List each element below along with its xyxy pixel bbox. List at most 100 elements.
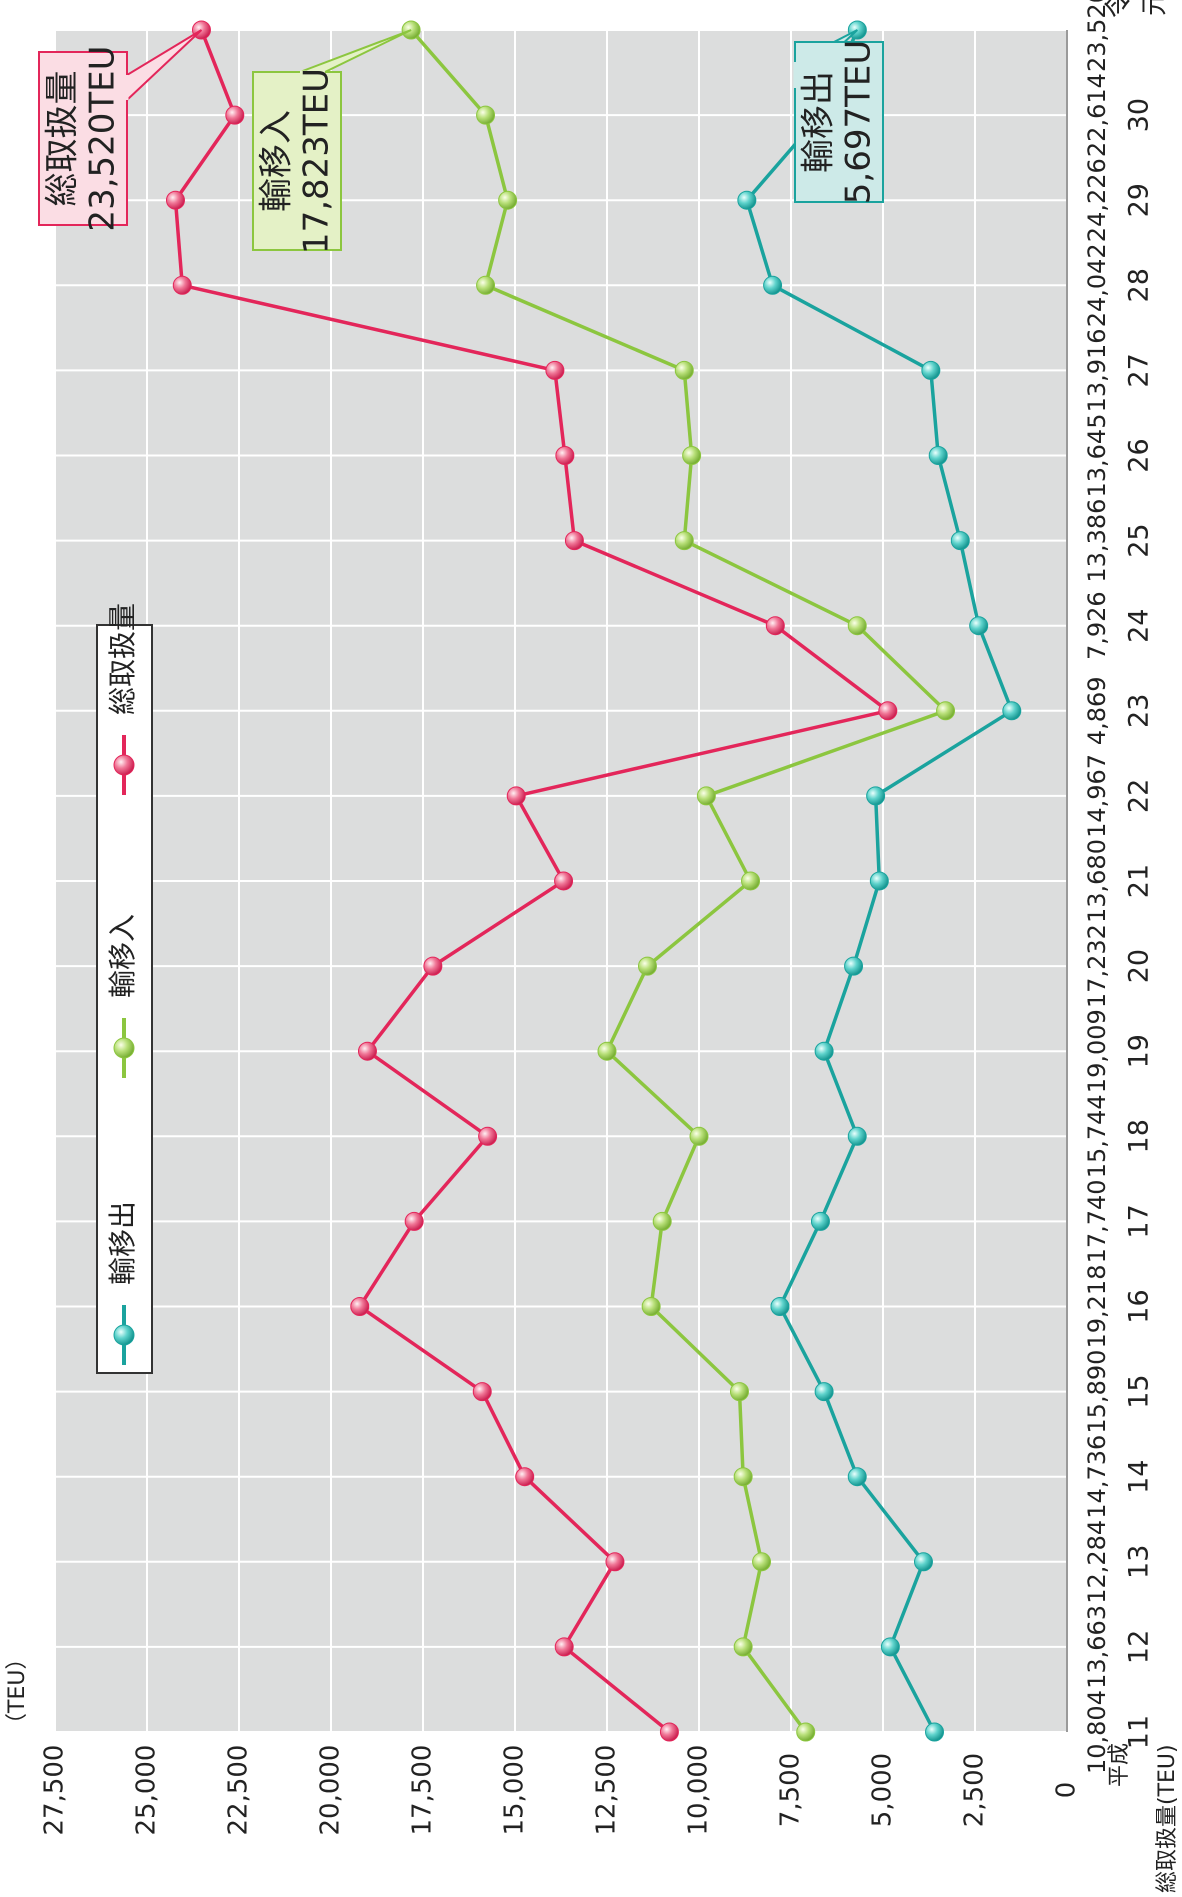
year-label: 21: [1124, 864, 1155, 898]
data-point: [763, 275, 783, 295]
data-point: [814, 1382, 834, 1402]
data-point: [357, 1041, 377, 1061]
data-point: [814, 1041, 834, 1061]
data-point: [423, 956, 443, 976]
data-point: [796, 1722, 816, 1742]
total-value-label: 13,680: [1083, 839, 1111, 923]
data-point: [682, 446, 702, 465]
year-label: 29: [1124, 183, 1155, 217]
total-value-label: 7,926: [1083, 591, 1111, 660]
data-point: [869, 871, 889, 891]
total-value-label: 10,804: [1083, 1690, 1111, 1774]
data-point: [555, 446, 575, 465]
data-point: [928, 446, 948, 465]
total-value-label: 24,042: [1083, 243, 1111, 327]
year-label: 28: [1124, 268, 1155, 302]
year-label: 12: [1124, 1630, 1155, 1664]
data-point: [810, 1211, 830, 1231]
year-label: 24: [1124, 609, 1155, 643]
data-point: [564, 531, 584, 551]
value-tick-label: 7,500: [776, 1753, 806, 1827]
value-tick-label: 2,500: [960, 1753, 990, 1827]
data-point: [476, 275, 496, 295]
data-point: [498, 190, 518, 210]
total-value-label: 12,284: [1083, 1520, 1111, 1604]
callout-line1: 輸移出: [799, 71, 839, 173]
total-value-label: 13,916: [1083, 328, 1111, 412]
total-value-label: 15,890: [1083, 1350, 1111, 1434]
value-tick-label: 0: [1052, 1782, 1082, 1799]
data-point: [950, 531, 970, 551]
year-label: 20: [1124, 949, 1155, 983]
year-label: 23: [1124, 694, 1155, 728]
series-lines: [165, 20, 1022, 1742]
data-point: [1002, 701, 1022, 721]
legend-marker: [113, 1037, 135, 1059]
data-point: [913, 1552, 933, 1572]
data-point: [866, 786, 886, 806]
data-point: [597, 1041, 617, 1061]
era-reiwa-first: 元: [1140, 0, 1171, 16]
data-point: [696, 786, 716, 806]
callout-box: [38, 51, 128, 226]
callout-line1: 輸移入: [257, 110, 297, 212]
total-value-label: 13,645: [1083, 414, 1111, 498]
legend-label: 輸移入: [106, 914, 139, 998]
data-point: [770, 1297, 790, 1316]
data-point: [652, 1211, 672, 1231]
data-point: [737, 190, 757, 210]
year-label: 27: [1124, 353, 1155, 387]
data-point: [936, 701, 956, 721]
data-point: [478, 1126, 498, 1146]
data-point: [689, 1126, 709, 1146]
data-point: [847, 616, 867, 636]
era-heisei: 平成: [1107, 1743, 1132, 1787]
year-label: 19: [1124, 1034, 1155, 1068]
year-label: 26: [1124, 438, 1155, 472]
data-point: [172, 275, 192, 295]
data-point: [472, 1382, 492, 1402]
data-point: [350, 1297, 370, 1316]
total-value-label: 19,009: [1083, 1009, 1111, 1093]
year-label: 15: [1124, 1374, 1155, 1408]
data-point: [741, 871, 761, 891]
data-point: [733, 1637, 753, 1657]
data-point: [674, 531, 694, 551]
total-value-label: 22,614: [1083, 73, 1111, 157]
data-point: [641, 1297, 661, 1316]
callout-box: [252, 71, 342, 251]
value-tick-label: 10,000: [684, 1745, 714, 1836]
callout-box: [794, 41, 884, 203]
total-value-label: 24,226: [1083, 158, 1111, 242]
data-point: [554, 1637, 574, 1657]
total-value-label: 14,967: [1083, 754, 1111, 838]
data-point: [225, 105, 245, 125]
year-label: 30: [1124, 98, 1155, 132]
data-point: [476, 105, 496, 125]
value-tick-label: 17,500: [408, 1745, 438, 1836]
legend-label: 輸移出: [106, 1201, 139, 1285]
value-tick-label: 12,500: [592, 1745, 622, 1836]
axis-labels: 0 2,500 5,000 7,500 10,000 12,500 15,000 17,500…: [5, 0, 1180, 1893]
era-reiwa: 令和: [1104, 0, 1135, 18]
year-label: 22: [1124, 779, 1155, 813]
callout-line1: 総取扱量: [43, 71, 83, 207]
unit-label: （TEU）: [5, 1648, 30, 1735]
value-tick-label: 20,000: [316, 1745, 346, 1836]
year-label: 25: [1124, 523, 1155, 557]
total-value-label: 13,386: [1083, 499, 1111, 583]
total-value-label: 4,869: [1083, 676, 1111, 745]
total-value-label: 13,663: [1083, 1605, 1111, 1689]
data-point: [925, 1722, 945, 1742]
year-label: 13: [1124, 1545, 1155, 1579]
data-point: [729, 1382, 749, 1402]
data-point: [847, 1126, 867, 1146]
data-point: [404, 1211, 424, 1231]
year-label: 16: [1124, 1289, 1155, 1323]
total-value-label: 17,232: [1083, 924, 1111, 1008]
callout-line2: 23,520TEU: [83, 45, 123, 231]
data-point: [605, 1552, 625, 1572]
value-axis-title: 総取扱量(TEU): [1155, 1744, 1180, 1893]
data-point: [554, 871, 574, 891]
